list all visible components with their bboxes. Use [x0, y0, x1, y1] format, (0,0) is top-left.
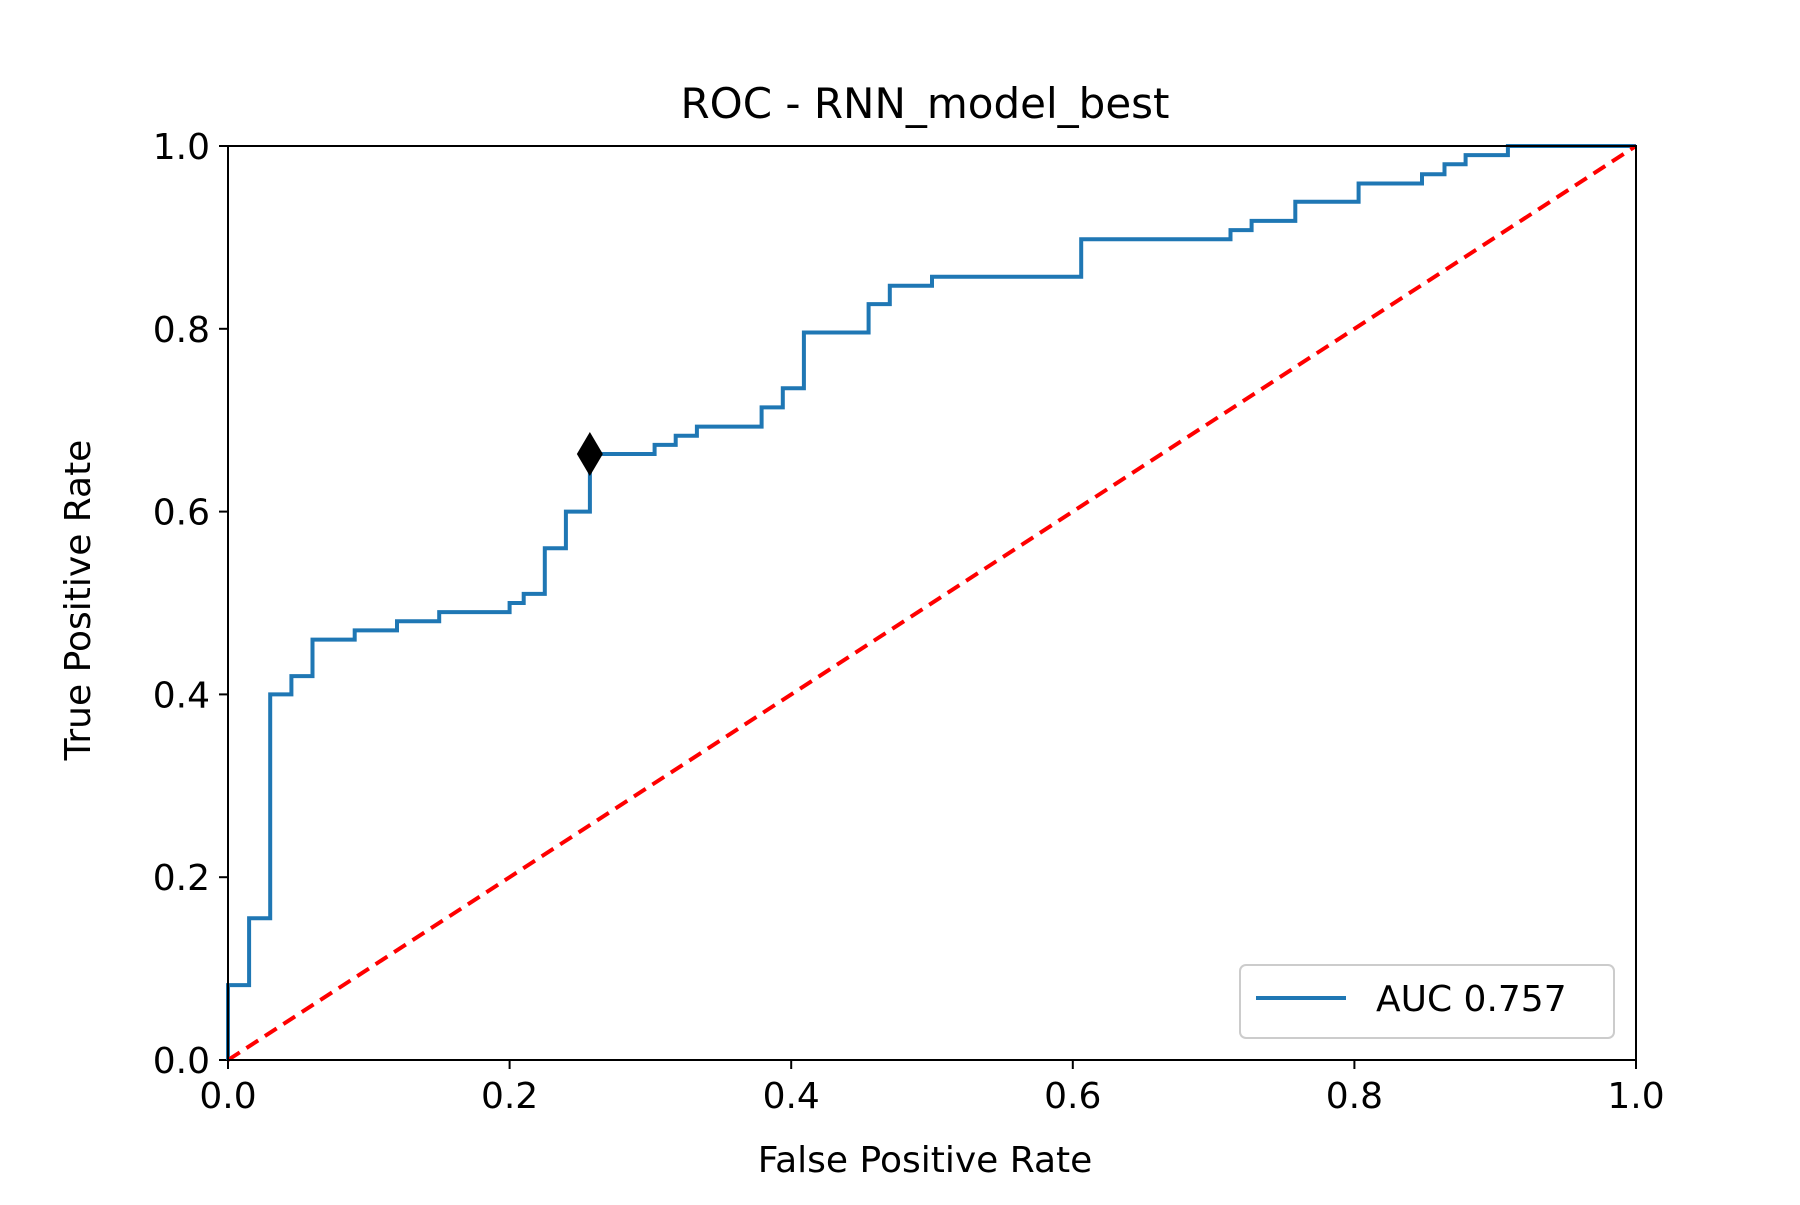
x-axis-ticks: 0.0 0.2 0.4 0.6 0.8 1.0	[199, 1060, 1665, 1117]
roc-curve	[226, 144, 1636, 1060]
x-tick-label: 0.2	[481, 1076, 538, 1117]
y-axis-title: True Positive Rate	[58, 440, 99, 762]
y-tick-label: 1.0	[153, 127, 210, 168]
x-tick-label: 0.0	[199, 1076, 256, 1117]
y-tick-label: 0.0	[153, 1041, 210, 1082]
x-tick-label: 0.8	[1326, 1076, 1383, 1117]
legend: AUC 0.757	[1239, 964, 1615, 1039]
random-reference-line	[226, 144, 1638, 1062]
legend-box	[1239, 964, 1615, 1039]
y-tick-label: 0.8	[153, 310, 210, 351]
plot-lines	[226, 144, 1638, 1062]
legend-label: AUC 0.757	[1376, 979, 1567, 1020]
y-tick-label: 0.2	[153, 858, 210, 899]
y-tick-label: 0.6	[153, 493, 210, 534]
x-axis-title: False Positive Rate	[758, 1140, 1093, 1181]
y-tick-label: 0.4	[153, 675, 210, 716]
optimal-threshold-marker	[576, 432, 603, 477]
chart-title: ROC - RNN_model_best	[680, 79, 1169, 128]
y-axis-ticks: 0.0 0.2 0.4 0.6 0.8 1.0	[153, 127, 228, 1082]
axes-frame	[227, 145, 1637, 1061]
x-tick-label: 0.6	[1044, 1076, 1101, 1117]
x-tick-label: 1.0	[1607, 1076, 1664, 1117]
x-tick-label: 0.4	[763, 1076, 820, 1117]
